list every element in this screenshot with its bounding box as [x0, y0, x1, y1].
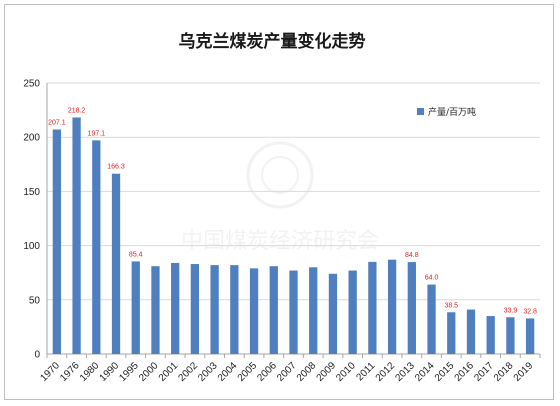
x-tick-label: 2016 — [453, 360, 477, 384]
bar — [407, 262, 416, 354]
bar — [309, 267, 318, 354]
y-tick-label: 100 — [23, 241, 40, 252]
data-label: 84.8 — [405, 252, 419, 259]
data-label: 33.9 — [504, 307, 518, 314]
x-tick-label: 2014 — [413, 360, 437, 384]
data-label: 38.5 — [444, 302, 458, 309]
x-tick-label: 2019 — [512, 360, 536, 384]
bar — [171, 262, 180, 354]
x-tick-label: 1980 — [78, 360, 102, 384]
x-tick-label: 2005 — [236, 360, 260, 384]
x-tick-label: 2002 — [177, 360, 201, 384]
x-tick-label: 1976 — [58, 360, 82, 384]
x-tick-label: 2008 — [295, 360, 319, 384]
x-tick-label: 2010 — [334, 360, 358, 384]
legend-label: 产量/百万吨 — [428, 106, 476, 118]
bar — [131, 261, 140, 354]
data-label: 218.2 — [68, 107, 86, 114]
grid — [47, 82, 540, 355]
data-label: 85.4 — [129, 251, 143, 258]
data-label: 207.1 — [48, 120, 66, 127]
x-tick-label: 2006 — [255, 360, 279, 384]
bar — [269, 266, 278, 354]
data-label: 64.0 — [425, 275, 439, 282]
bar — [72, 117, 81, 355]
x-tick-label: 1990 — [98, 360, 122, 384]
bar — [210, 265, 219, 354]
bar — [111, 173, 121, 354]
x-tick-label: 2017 — [472, 360, 496, 384]
bar — [368, 261, 377, 354]
bar — [486, 316, 495, 354]
data-label: 166.3 — [107, 164, 125, 171]
bar — [466, 309, 476, 354]
x-tick-label: 2009 — [315, 360, 339, 384]
watermark: 中国煤炭经济研究会 — [181, 141, 379, 254]
x-axis: 1970197619801990199520002001200220032004… — [38, 354, 541, 384]
x-tick-label: 2000 — [137, 360, 161, 384]
x-tick-label: 2011 — [355, 360, 378, 383]
x-tick-label: 2012 — [374, 360, 398, 384]
y-tick-label: 0 — [34, 350, 40, 361]
bar — [387, 259, 397, 354]
bars — [52, 117, 535, 355]
bar — [52, 129, 62, 354]
x-tick-label: 2001 — [157, 360, 181, 384]
x-tick-label: 2018 — [492, 360, 516, 384]
y-tick-label: 50 — [29, 295, 41, 306]
bar — [328, 273, 338, 354]
bar — [151, 266, 160, 354]
data-label: 197.1 — [88, 130, 106, 137]
bar — [506, 317, 515, 354]
bar — [249, 268, 259, 354]
bar — [525, 318, 535, 354]
bar — [289, 270, 298, 354]
x-tick-label: 1970 — [38, 360, 62, 384]
chart-title: 乌克兰煤炭产量变化走势 — [179, 31, 366, 52]
bar — [348, 270, 357, 354]
y-tick-label: 150 — [23, 187, 40, 198]
data-label: 32.8 — [523, 308, 537, 315]
y-axis: 0 50 100 150 200 250 — [23, 79, 48, 361]
bar — [230, 265, 239, 354]
legend: 产量/百万吨 — [417, 106, 476, 118]
x-tick-label: 1995 — [117, 360, 141, 384]
x-tick-label: 2013 — [393, 360, 417, 384]
x-tick-label: 2007 — [275, 360, 299, 384]
y-tick-label: 250 — [23, 79, 40, 90]
x-tick-label: 2015 — [433, 360, 457, 384]
watermark-text: 中国煤炭经济研究会 — [181, 229, 379, 254]
x-tick-label: 2004 — [216, 360, 240, 384]
bar — [92, 140, 101, 354]
bar — [427, 284, 436, 354]
x-tick-label: 2003 — [196, 360, 220, 384]
legend-swatch — [417, 108, 424, 115]
watermark-seal — [246, 141, 314, 209]
bar — [447, 312, 456, 354]
watermark-seal-inner — [261, 156, 299, 194]
y-tick-label: 200 — [23, 133, 40, 144]
bar — [190, 264, 200, 354]
